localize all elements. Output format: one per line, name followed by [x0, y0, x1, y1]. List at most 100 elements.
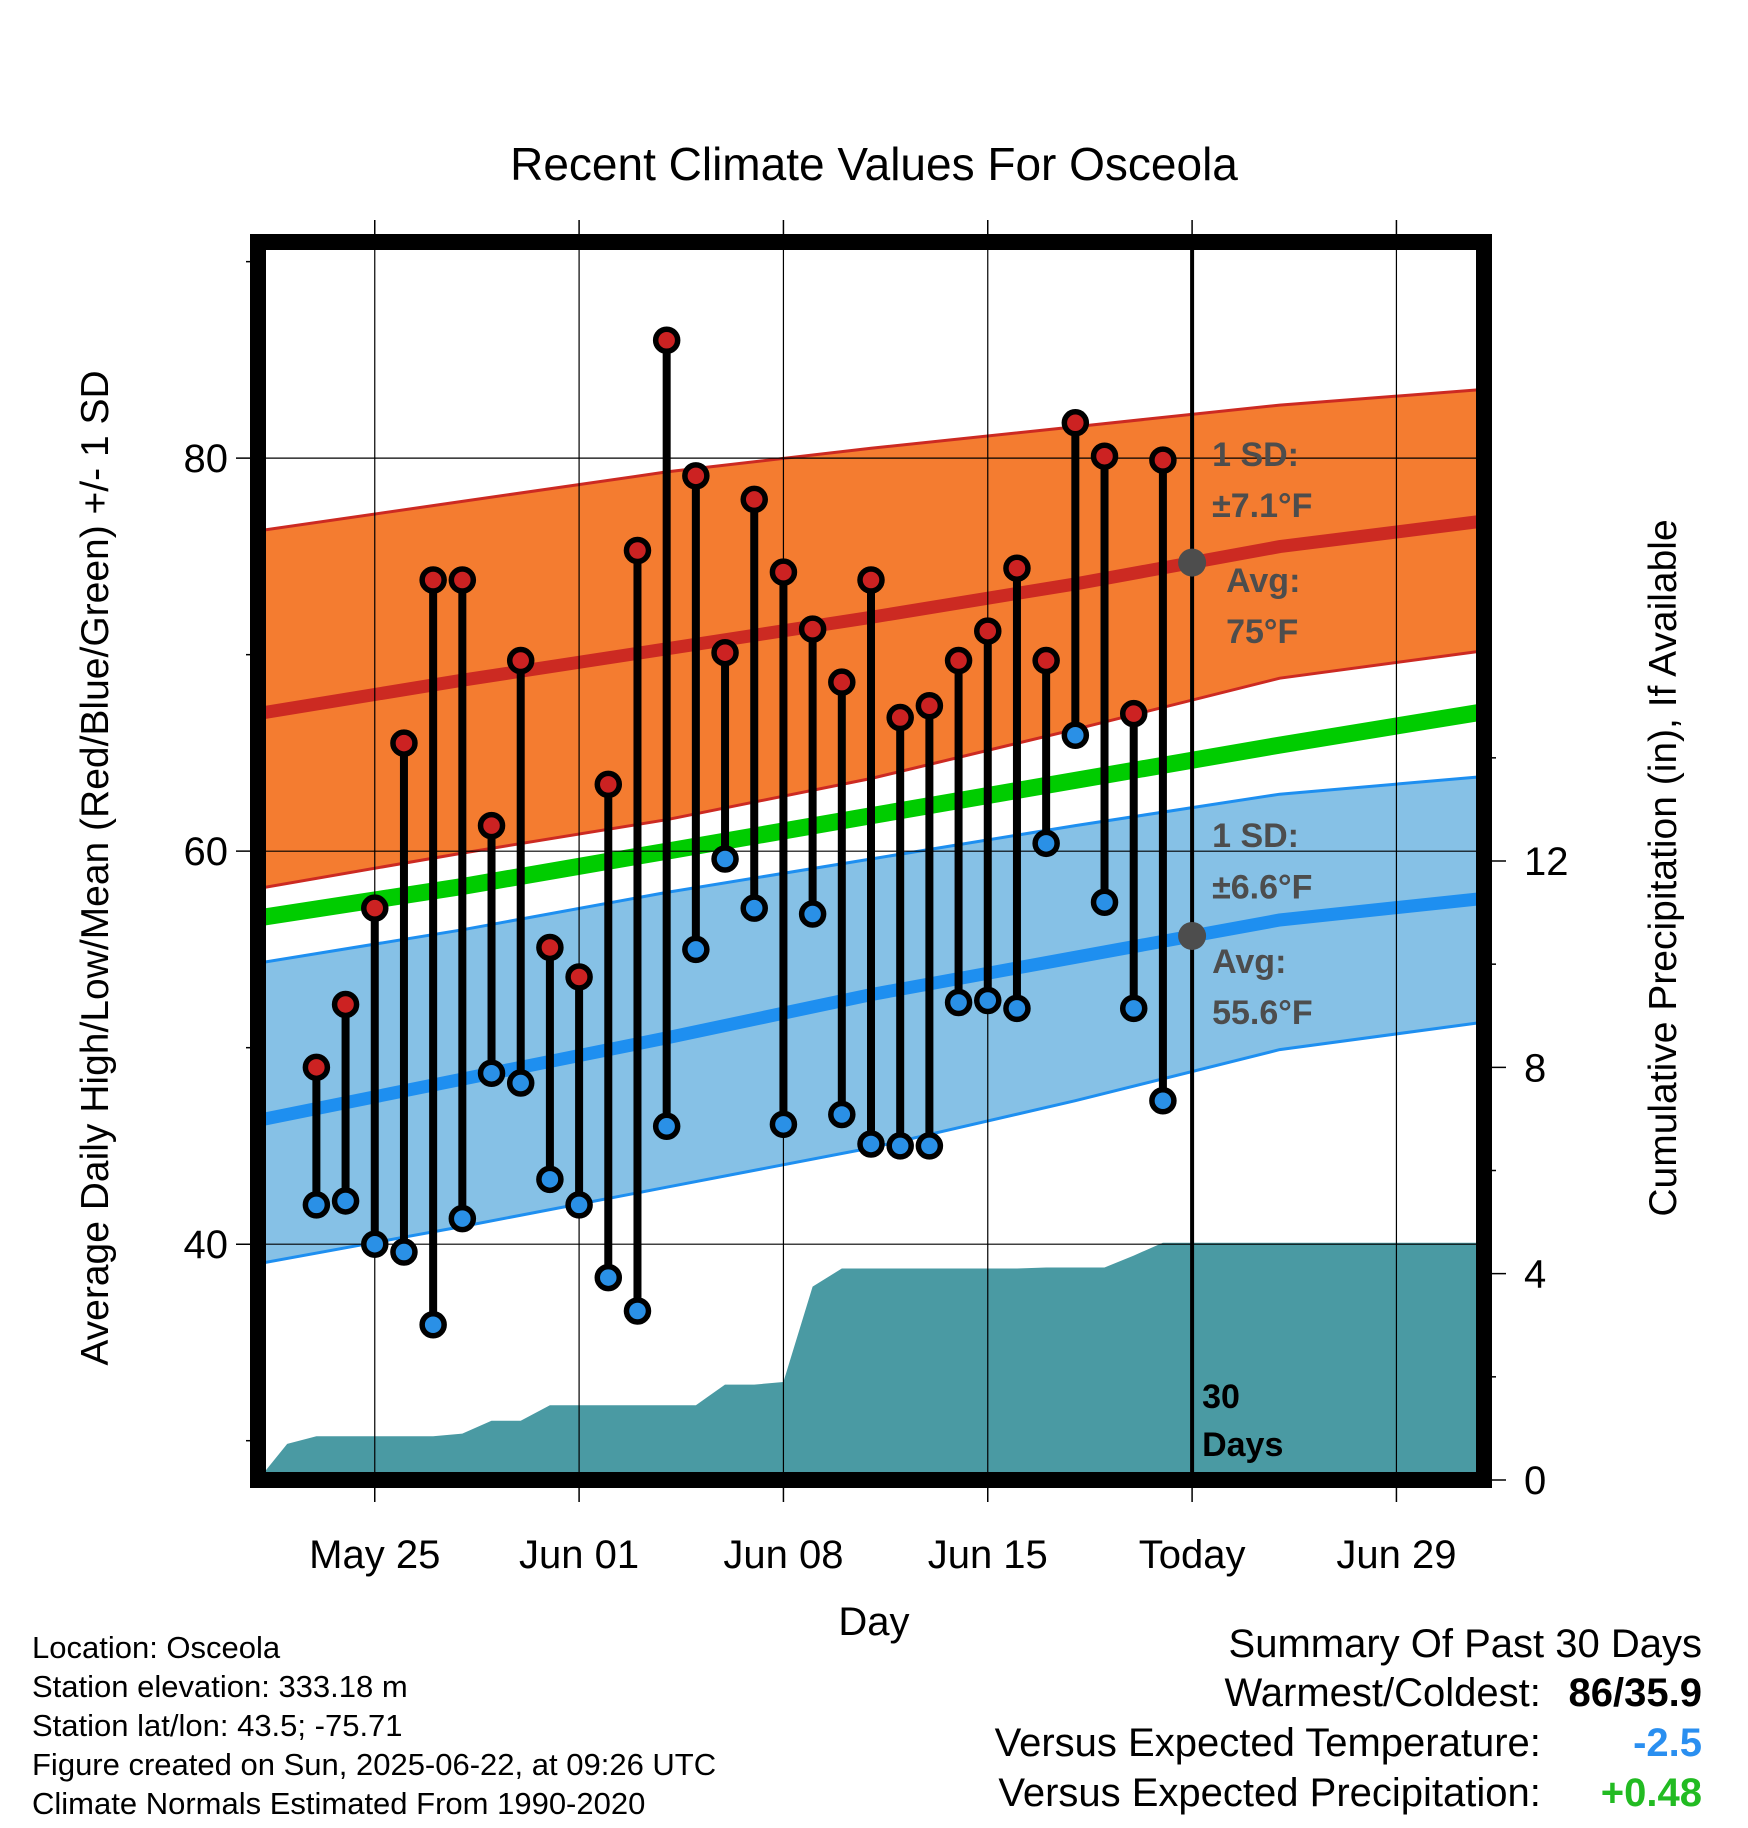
daily-low-point: [915, 1132, 944, 1160]
x-tick-label: Jun 08: [723, 1533, 843, 1577]
y2-axis-label: Cumulative Precipitation (in), If Availa…: [1642, 519, 1685, 1216]
window-unit-label: Days: [1202, 1426, 1283, 1464]
x-tick-label: Jun 29: [1336, 1533, 1456, 1577]
daily-low-point: [944, 988, 973, 1017]
x-tick-label: Jun 01: [519, 1533, 639, 1577]
axes: 40 60 80 0 4 8 12 May 25 Jun 01 Jun 08 Jun 15 Today…: [184, 220, 1569, 1577]
y-axis-label: Average Daily High/Low/Mean (Red/Blue/Gr…: [74, 370, 117, 1365]
y2-tick-label: 12: [1524, 840, 1569, 884]
daily-high-point: [477, 811, 506, 840]
temp-anomaly-value: -2.5: [1633, 1721, 1702, 1765]
daily-high-point: [711, 638, 739, 667]
daily-high-point: [769, 558, 798, 586]
x-tick-label: May 25: [309, 1533, 440, 1577]
warmest-coldest-value: 86/35.9: [1568, 1671, 1702, 1715]
station-info: Location: Osceola Station elevation: 333…: [32, 1628, 716, 1823]
daily-high-point: [448, 566, 477, 594]
y2-tick-label: 0: [1524, 1459, 1546, 1503]
daily-high-point: [536, 933, 564, 962]
y2-tick-label: 4: [1524, 1253, 1546, 1297]
daily-high-point: [974, 617, 1002, 645]
low-sd-label: 1 SD:: [1212, 817, 1299, 855]
low-avg-value: 55.6°F: [1212, 994, 1313, 1032]
daily-low-point: [857, 1130, 885, 1158]
high-upper-line: [258, 387, 1484, 533]
daily-high-point: [623, 536, 652, 565]
normals-text: Climate Normals Estimated From 1990-2020: [32, 1786, 646, 1821]
daily-high-point: [682, 462, 710, 490]
daily-high-point: [506, 646, 535, 675]
daily-low-point: [769, 1110, 798, 1139]
warmest-coldest-row: Warmest/Coldest: 86/35.9: [995, 1668, 1703, 1718]
daily-high-point: [361, 894, 389, 922]
daily-high-point: [740, 485, 768, 514]
daily-high-point: [1003, 554, 1031, 582]
high-sd-label: 1 SD:: [1212, 436, 1299, 474]
daily-low-point: [682, 935, 710, 964]
daily-high-point: [1061, 409, 1090, 437]
daily-high-point: [390, 729, 418, 757]
daily-high-point: [565, 963, 593, 991]
temp-anomaly-label: Versus Expected Temperature:: [994, 1721, 1541, 1765]
daily-high-point: [857, 566, 885, 594]
created-text: Figure created on Sun, 2025-06-22, at 09…: [32, 1747, 717, 1782]
latlon-text: Station lat/lon: 43.5; -75.71: [32, 1708, 403, 1743]
daily-low-point: [886, 1132, 914, 1160]
low-avg-label: Avg:: [1212, 943, 1286, 981]
y-tick-label: 60: [184, 830, 229, 874]
high-avg-value: 75°F: [1226, 613, 1298, 651]
x-axis-label: Day: [838, 1600, 909, 1644]
daily-low-point: [594, 1263, 623, 1292]
daily-high-point: [1149, 446, 1177, 474]
daily-low-point: [740, 894, 768, 922]
daily-low-point: [302, 1191, 331, 1219]
daily-high-point: [1119, 699, 1148, 728]
daily-low-point: [565, 1191, 593, 1219]
precip-area: [258, 1242, 1484, 1480]
precip-anomaly-value: +0.48: [1600, 1771, 1702, 1815]
precip-anomaly-row: Versus Expected Precipitation: +0.48: [995, 1768, 1702, 1818]
daily-low-point: [1032, 829, 1060, 858]
today-high-average-marker: [1178, 548, 1207, 577]
daily-low-point: [331, 1187, 360, 1215]
daily-low-point: [419, 1311, 447, 1339]
daily-high-point: [419, 566, 447, 594]
x-tick-label: Jun 15: [928, 1533, 1048, 1577]
elevation-text: Station elevation: 333.18 m: [32, 1669, 408, 1704]
summary-title: Summary Of Past 30 Days: [1228, 1622, 1702, 1666]
daily-low-point: [711, 845, 739, 873]
daily-low-point: [536, 1165, 564, 1194]
warmest-coldest-label: Warmest/Coldest:: [1224, 1671, 1541, 1715]
high-sd-value: ±7.1°F: [1212, 487, 1312, 525]
daily-low-point: [798, 900, 827, 928]
x-tick-label: Today: [1139, 1533, 1246, 1577]
daily-low-point: [477, 1059, 506, 1087]
daily-low-point: [974, 986, 1002, 1015]
daily-high-point: [302, 1053, 331, 1082]
daily-low-point: [828, 1100, 856, 1129]
daily-low-point: [390, 1238, 418, 1266]
daily-high-point: [331, 990, 360, 1019]
y2-tick-label: 8: [1524, 1046, 1546, 1090]
low-sd-value: ±6.6°F: [1212, 868, 1312, 906]
daily-high-point: [1090, 442, 1119, 470]
daily-high-point: [944, 646, 973, 675]
precip-anomaly-label: Versus Expected Precipitation:: [998, 1771, 1541, 1815]
plot-area: 1 SD: ±7.1°F Avg: 75°F 1 SD: ±6.6°F Avg: 55.6°F…: [258, 242, 1484, 1480]
daily-low-point: [1119, 994, 1148, 1023]
location-text: Location: Osceola: [32, 1630, 281, 1665]
daily-low-point: [448, 1204, 477, 1233]
daily-low-point: [1149, 1086, 1177, 1115]
y-tick-label: 80: [184, 437, 229, 481]
daily-high-point: [798, 615, 827, 643]
today-low-average-marker: [1178, 921, 1207, 950]
daily-low-point: [1090, 888, 1119, 917]
plot-content: 1 SD: ±7.1°F Avg: 75°F 1 SD: ±6.6°F Avg: 55.6°F…: [258, 242, 1484, 1480]
daily-high-point: [828, 668, 856, 696]
daily-high-point: [594, 770, 623, 799]
daily-high-point: [652, 326, 681, 355]
daily-low-point: [1061, 721, 1090, 749]
temp-anomaly-row: Versus Expected Temperature: -2.5: [995, 1718, 1702, 1768]
summary-panel: Summary Of Past 30 Days Warmest/Coldest:…: [995, 1620, 1702, 1818]
y-tick-label: 40: [184, 1223, 229, 1267]
